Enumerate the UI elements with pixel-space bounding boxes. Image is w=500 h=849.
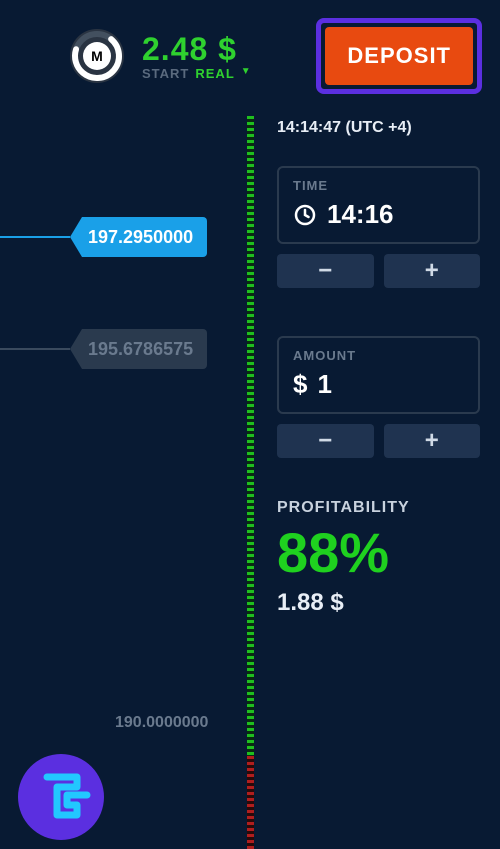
profitability-amount: 1.88 $ xyxy=(277,589,480,617)
time-stepper: − + xyxy=(277,254,480,288)
marker-line xyxy=(0,348,70,350)
price-scale-bar xyxy=(247,116,254,849)
amount-panel: AMOUNT $ 1 − + xyxy=(277,336,480,458)
mode-label: REAL xyxy=(195,66,234,81)
price-marker-active: 197.2950000 xyxy=(0,217,207,257)
profitability-percent: 88% xyxy=(277,525,480,581)
time-value: 14:16 xyxy=(327,199,394,230)
balance-block[interactable]: 2.48 $ START REAL ▼ xyxy=(142,31,252,81)
brand-icon xyxy=(31,767,91,827)
caret-down-icon: ▼ xyxy=(241,66,252,81)
balance-mode: START REAL ▼ xyxy=(142,66,252,81)
account-logo[interactable]: M xyxy=(70,29,124,83)
amount-plus-button[interactable]: + xyxy=(384,424,481,458)
timestamp-tz: (UTC +4) xyxy=(346,119,412,136)
deposit-button[interactable]: DEPOSIT xyxy=(325,27,473,85)
time-panel: TIME 14:16 − + xyxy=(277,166,480,288)
profitability-panel: PROFITABILITY 88% 1.88 $ xyxy=(277,499,480,617)
body-area: 197.2950000 195.6786575 190.0000000 14:1… xyxy=(0,104,500,849)
amount-label: AMOUNT xyxy=(293,348,464,363)
price-baseline-label: 190.0000000 xyxy=(115,714,208,732)
clock-icon xyxy=(293,203,317,227)
amount-stepper: − + xyxy=(277,424,480,458)
marker-value: 197.2950000 xyxy=(70,217,207,257)
header-left: M 2.48 $ START REAL ▼ xyxy=(70,29,252,83)
amount-prefix: $ xyxy=(293,369,307,400)
time-minus-button[interactable]: − xyxy=(277,254,374,288)
timestamp: 14:14:47 (UTC +4) xyxy=(277,119,480,137)
scale-green-segment xyxy=(247,116,254,756)
amount-value: 1 xyxy=(317,369,331,400)
amount-field[interactable]: AMOUNT $ 1 xyxy=(277,336,480,414)
amount-minus-button[interactable]: − xyxy=(277,424,374,458)
marker-value: 195.6786575 xyxy=(70,329,207,369)
brand-watermark xyxy=(18,754,104,840)
price-marker-secondary: 195.6786575 xyxy=(0,329,207,369)
profitability-label: PROFITABILITY xyxy=(277,499,480,517)
time-label: TIME xyxy=(293,178,464,193)
start-label: START xyxy=(142,66,189,81)
deposit-highlight: DEPOSIT xyxy=(316,18,482,94)
scale-red-segment xyxy=(247,756,254,849)
marker-line xyxy=(0,236,70,238)
progress-ring-icon xyxy=(70,29,124,83)
time-plus-button[interactable]: + xyxy=(384,254,481,288)
balance-value: 2.48 $ xyxy=(142,31,237,68)
time-field[interactable]: TIME 14:16 xyxy=(277,166,480,244)
timestamp-time: 14:14:47 xyxy=(277,119,341,136)
header: M 2.48 $ START REAL ▼ DEPOSIT xyxy=(0,0,500,104)
